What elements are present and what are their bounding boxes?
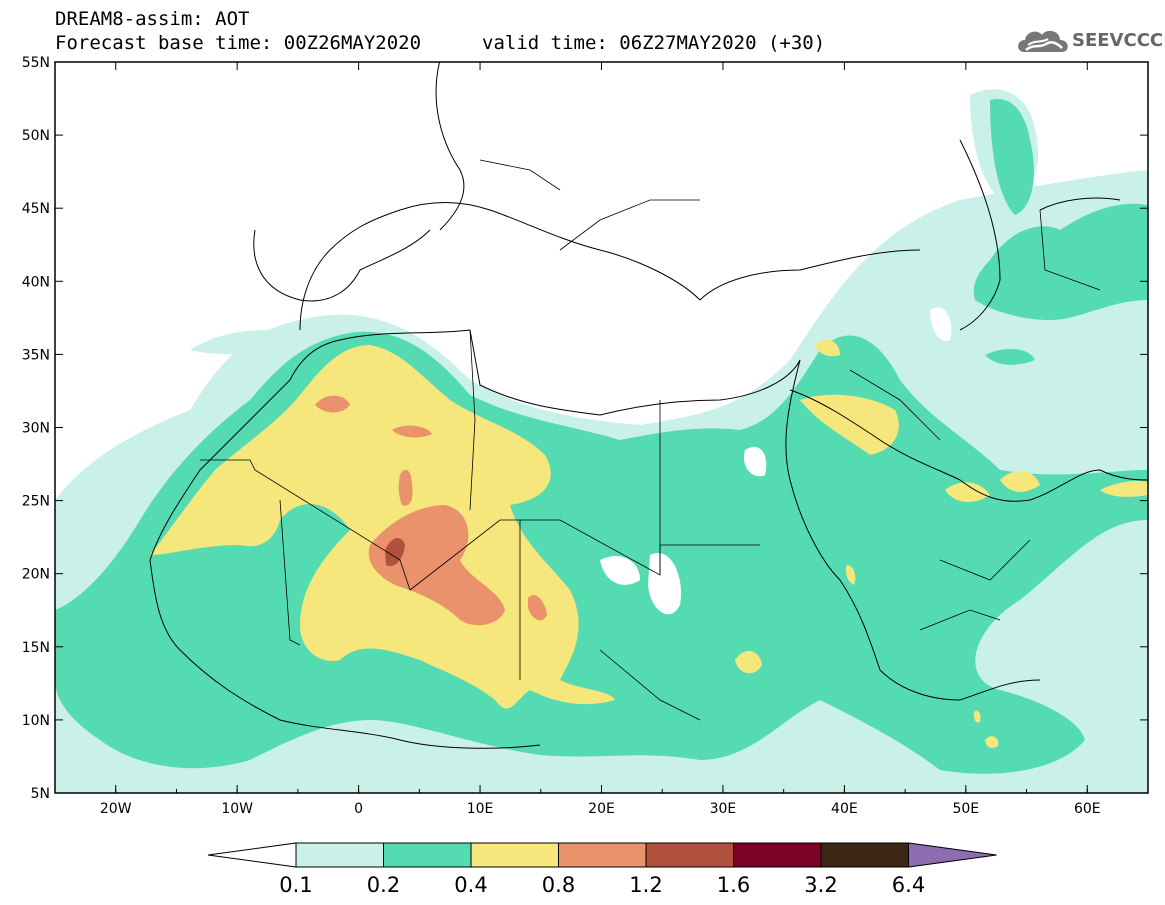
colorbar-label: 0.4 [454, 873, 487, 897]
colorbar-label: 1.6 [717, 873, 750, 897]
colorbar-label: 3.2 [804, 873, 837, 897]
title-line-1: DREAM8-assim: AOT [55, 8, 250, 30]
aot-level-0-8 [315, 395, 547, 626]
lon-tick-label: 10W [221, 801, 253, 817]
cloud-icon [1018, 30, 1068, 52]
aot-level-1-2 [385, 538, 405, 567]
colorbar: 0.1 0.2 0.4 0.8 1.2 1.6 3.2 6.4 [207, 842, 997, 897]
colorbar-label: 0.2 [367, 873, 400, 897]
seevccc-logo: SEEVCCC [1016, 22, 1163, 56]
colorbar-swatch [645, 842, 734, 868]
lon-tick-label: 30E [710, 801, 737, 817]
lat-tick-label: 10N [22, 713, 50, 729]
lat-tick-label: 35N [22, 347, 50, 363]
colorbar-label: 6.4 [892, 873, 925, 897]
colorbar-swatch [470, 842, 559, 868]
lat-tick-label: 5N [31, 786, 50, 802]
lat-tick-label: 30N [22, 421, 50, 437]
country-borders [200, 159, 1101, 721]
colorbar-label: 0.1 [279, 873, 312, 897]
aot-fields [55, 62, 1148, 793]
valid-time: valid time: 06Z27MAY2020 (+30) [482, 32, 826, 54]
lat-tick-label: 45N [22, 201, 50, 217]
lon-tick-label: 0 [354, 801, 363, 817]
colorbar-swatch [558, 842, 647, 868]
logo-text: SEEVCCC [1072, 30, 1164, 51]
lat-tick-label: 50N [22, 128, 50, 144]
lon-tick-label: 20W [100, 801, 132, 817]
colorbar-label: 1.2 [629, 873, 662, 897]
colorbar-high-arrow [908, 842, 997, 868]
colorbar-label: 0.8 [542, 873, 575, 897]
lat-tick-label: 15N [22, 640, 50, 656]
colorbar-swatch [383, 842, 472, 868]
colorbar-swatch [733, 842, 822, 868]
lat-tick-label: 25N [22, 494, 50, 510]
lon-tick-label: 60E [1074, 801, 1101, 817]
colorbar-swatch [295, 842, 384, 868]
latitude-axis: 5N 10N 15N 20N 25N 30N 35N 40N 45N 50N 55N [22, 55, 1148, 802]
coastlines [149, 62, 1148, 749]
lat-tick-label: 55N [22, 55, 50, 71]
colorbar-low-arrow [207, 842, 297, 868]
aot-clean-areas [600, 307, 952, 615]
lat-tick-label: 20N [22, 567, 50, 583]
lon-tick-label: 20E [588, 801, 615, 817]
longitude-axis: 20W 10W 0 10E 20E 30E 40E 50E 60E [54, 62, 1149, 817]
title-line-2: Forecast base time: 00Z26MAY2020 [55, 32, 422, 54]
lon-tick-label: 10E [467, 801, 494, 817]
colorbar-swatch [820, 842, 909, 868]
lon-tick-label: 40E [831, 801, 858, 817]
lon-tick-label: 50E [952, 801, 979, 817]
lat-tick-label: 40N [22, 274, 50, 290]
